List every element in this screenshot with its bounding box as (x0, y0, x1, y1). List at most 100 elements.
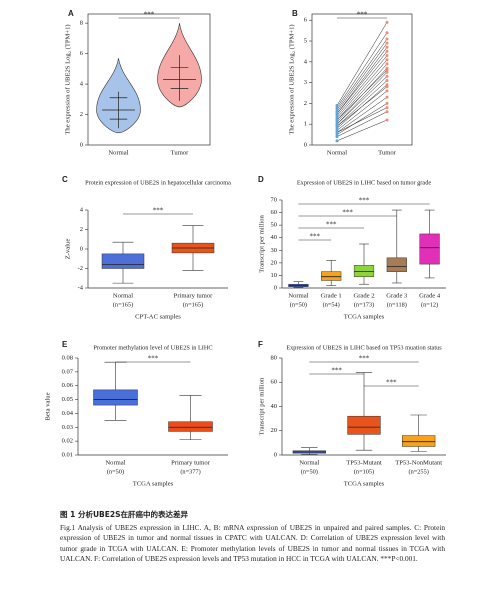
pair-line (336, 111, 388, 137)
pair-line (336, 107, 388, 133)
y-tick-label: 0 (304, 141, 307, 148)
y-tick-label: 70 (271, 196, 278, 203)
pair-line (336, 72, 388, 125)
n-label: (n=50) (290, 301, 307, 308)
pair-line (336, 47, 388, 114)
caption-heading: 图 1 分析UBE2S在肝癌中的表达差异 (60, 510, 188, 519)
y-tick-label: -4 (78, 284, 84, 291)
x-axis-title: TCGA samples (344, 314, 385, 321)
pair-line (336, 63, 388, 121)
point (335, 133, 339, 137)
point (385, 101, 389, 105)
y-tick-label: 3 (304, 79, 307, 86)
x-axis-title: TCGA samples (133, 481, 174, 488)
y-tick-label: 2 (80, 226, 83, 233)
box (93, 389, 138, 406)
y-axis-title: Z-value (65, 239, 72, 260)
y-tick-label: 40 (271, 234, 278, 241)
y-tick-label: 0.04 (62, 410, 74, 417)
x-tick-label: Primary tumor (174, 293, 213, 300)
plot-frame (311, 13, 413, 146)
y-tick-label: 2 (80, 111, 83, 118)
point (385, 70, 389, 74)
n-label: (n=173) (354, 301, 374, 308)
y-tick-label: 0 (80, 141, 83, 148)
n-label: (n=105) (354, 468, 374, 475)
panel-letter: C (62, 175, 68, 184)
point (335, 122, 339, 126)
point (335, 118, 339, 122)
pair-line (336, 69, 388, 121)
x-tick-label: Grade 1 (321, 293, 342, 300)
point (335, 131, 339, 135)
point (385, 49, 389, 53)
n-label: (n=54) (323, 301, 340, 308)
significance-label: *** (357, 11, 368, 19)
pair-line (336, 80, 388, 127)
point (385, 31, 389, 35)
x-tick-label: Grade 2 (353, 293, 374, 300)
x-tick-label: Normal (299, 460, 319, 467)
point (385, 95, 389, 99)
y-tick-label: 8 (80, 20, 83, 27)
box (347, 415, 381, 435)
panel-title: Protein expression of UBE2S in hepatocel… (85, 179, 231, 186)
point (385, 106, 389, 110)
caption-text: Fig.1 Analysis of UBE2S expression in LI… (60, 523, 445, 564)
point (385, 54, 389, 58)
point (335, 139, 339, 143)
point (335, 114, 339, 118)
point (335, 120, 339, 124)
y-tick-label: 0.02 (62, 438, 73, 445)
y-tick-label: 60 (271, 379, 278, 386)
point (385, 110, 389, 114)
y-tick-label: 0 (80, 245, 83, 252)
y-tick-label: 0.07 (62, 368, 74, 375)
point (385, 79, 389, 83)
y-tick-label: 0.01 (62, 451, 73, 458)
y-tick-label: 4 (80, 81, 84, 88)
x-tick-label: Normal (108, 150, 128, 157)
x-tick-label: TP53-NonMutant (395, 460, 442, 467)
panel-letter: D (258, 175, 264, 184)
y-tick-label: 20 (271, 259, 278, 266)
x-tick-label: Normal (113, 293, 133, 300)
y-tick-label: 0.05 (62, 396, 73, 403)
y-tick-label: 10 (271, 272, 278, 279)
x-tick-label: Primary tumor (171, 460, 210, 467)
n-label: (n=50) (301, 468, 318, 475)
y-tick-label: 0 (274, 284, 277, 291)
point (335, 112, 339, 116)
significance-label: *** (148, 355, 159, 363)
n-label: (n=165) (113, 301, 133, 308)
pair-line (336, 76, 388, 125)
pair-line (336, 22, 388, 106)
n-label: (n=12) (421, 301, 438, 308)
pair-line (336, 86, 388, 127)
n-label: (n=165) (183, 301, 203, 308)
point (385, 85, 389, 89)
significance-label: *** (342, 209, 353, 217)
y-tick-label: 6 (80, 50, 84, 57)
pair-line (336, 103, 388, 135)
point (335, 108, 339, 112)
pair-line (336, 119, 388, 142)
significance-label: *** (331, 367, 342, 375)
y-tick-label: 2 (304, 100, 307, 107)
y-axis-title: Transcript per million (259, 214, 266, 272)
y-tick-label: 60 (271, 209, 278, 216)
panel-letter: F (258, 340, 263, 349)
panel-title: Promoter methylation level of UBE2S in L… (93, 344, 212, 351)
y-tick-label: 40 (271, 403, 278, 410)
panel-letter: B (292, 9, 298, 18)
point (385, 62, 389, 66)
point (335, 128, 339, 132)
x-tick-label: Normal (105, 460, 125, 467)
point (385, 118, 389, 122)
y-tick-label: 6 (304, 17, 308, 24)
y-tick-label: 0.06 (62, 382, 74, 389)
y-tick-label: 30 (271, 247, 278, 254)
y-axis-title: The expression of UBE2S Log₂ (TPM+1) (289, 24, 296, 134)
point (385, 74, 389, 78)
box (402, 435, 436, 447)
